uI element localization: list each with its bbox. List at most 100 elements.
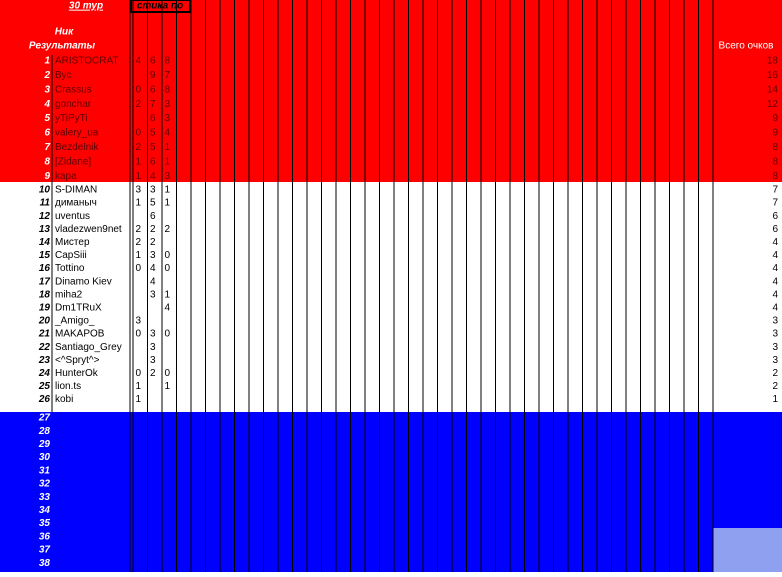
- nick: lion.ts: [55, 381, 81, 392]
- nick: <^Spryt^>: [55, 355, 100, 366]
- blue-band: [0, 412, 782, 572]
- rank: 36: [39, 531, 51, 542]
- nick: Мистер: [55, 237, 90, 248]
- total: 3: [772, 355, 778, 366]
- total: 9: [772, 128, 778, 139]
- score: 7: [164, 70, 170, 81]
- rank: 37: [39, 545, 51, 556]
- total: 2: [772, 381, 778, 392]
- total: 8: [772, 156, 778, 167]
- score: 3: [164, 171, 170, 182]
- score: 2: [135, 237, 141, 248]
- total: 3: [772, 329, 778, 340]
- score: 2: [135, 99, 141, 110]
- score: 1: [164, 156, 170, 167]
- rank: 13: [39, 224, 51, 235]
- score: 0: [164, 263, 170, 274]
- score: 4: [150, 263, 156, 274]
- total: 18: [767, 56, 779, 67]
- total: 8: [772, 142, 778, 153]
- rank: 24: [38, 368, 51, 379]
- rank: 16: [39, 263, 51, 274]
- score: 3: [150, 185, 156, 196]
- nick: gonchar: [55, 99, 92, 110]
- nick: miha2: [55, 289, 83, 300]
- nick: Dm1TRuX: [55, 303, 102, 314]
- rank: 22: [38, 342, 51, 353]
- total: 7: [772, 198, 778, 209]
- score: 0: [135, 368, 141, 379]
- score: 0: [135, 263, 141, 274]
- rank: 5: [44, 113, 50, 124]
- score: 6: [150, 156, 156, 167]
- selected-cell: [713, 528, 782, 572]
- rank: 21: [38, 329, 51, 340]
- rank: 32: [39, 479, 51, 490]
- score: 8: [164, 56, 170, 67]
- total: 4: [772, 237, 778, 248]
- nick: диманыч: [55, 198, 97, 209]
- nick: kapa: [55, 171, 77, 182]
- nick: valery_ua: [55, 128, 99, 139]
- total: 3: [772, 342, 778, 353]
- nick: Tottino: [55, 263, 85, 274]
- score: 9: [150, 70, 156, 81]
- score: 4: [150, 171, 156, 182]
- score: 1: [164, 198, 170, 209]
- rank: 15: [39, 250, 51, 261]
- total: 6: [772, 211, 778, 222]
- white-band: [0, 182, 782, 412]
- nick: CapSiii: [55, 250, 87, 261]
- score: 1: [164, 142, 170, 153]
- nick: _Amigo_: [54, 316, 95, 327]
- rank: 27: [38, 413, 51, 424]
- total: 4: [772, 263, 778, 274]
- score: 1: [135, 381, 141, 392]
- total: 4: [772, 250, 778, 261]
- rank: 1: [44, 56, 50, 67]
- rank: 34: [39, 505, 51, 516]
- nick: HunterOk: [55, 368, 99, 379]
- score: 0: [164, 250, 170, 261]
- score: 0: [135, 84, 141, 95]
- score: 1: [164, 289, 170, 300]
- total: 4: [772, 289, 778, 300]
- rank: 18: [39, 289, 51, 300]
- score: 7: [150, 99, 156, 110]
- score: 2: [164, 224, 170, 235]
- score: 1: [135, 171, 141, 182]
- score: 2: [135, 142, 141, 153]
- rank: 25: [38, 381, 51, 392]
- results-header: Результаты: [29, 41, 96, 52]
- score: 3: [150, 329, 156, 340]
- score: 2: [150, 224, 156, 235]
- score: 2: [135, 224, 141, 235]
- score: 2: [150, 368, 156, 379]
- rank: 23: [38, 355, 51, 366]
- score: 1: [135, 156, 141, 167]
- score: 4: [164, 303, 170, 314]
- nick: S-DIMAN: [55, 185, 97, 196]
- rank: 14: [39, 237, 51, 248]
- score: 3: [150, 250, 156, 261]
- score: 4: [150, 276, 156, 287]
- stats-label: стика по: [137, 1, 183, 12]
- rank: 12: [39, 211, 51, 222]
- rank: 35: [39, 518, 51, 529]
- total: 14: [767, 84, 779, 95]
- score: 5: [150, 142, 156, 153]
- score: 1: [135, 394, 141, 405]
- nick: MAKAPOB: [55, 329, 105, 340]
- rank: 2: [43, 70, 50, 81]
- rank: 38: [39, 558, 51, 569]
- nick: ARISTOCRAT: [55, 56, 119, 67]
- score: 5: [150, 198, 156, 209]
- total: 1: [772, 394, 778, 405]
- score: 3: [150, 355, 156, 366]
- total-header: Всего очков: [719, 41, 774, 52]
- nick-header: Ник: [55, 27, 74, 38]
- rank: 10: [39, 185, 51, 196]
- nick: [Zidane]: [55, 156, 91, 167]
- score: 4: [164, 128, 170, 139]
